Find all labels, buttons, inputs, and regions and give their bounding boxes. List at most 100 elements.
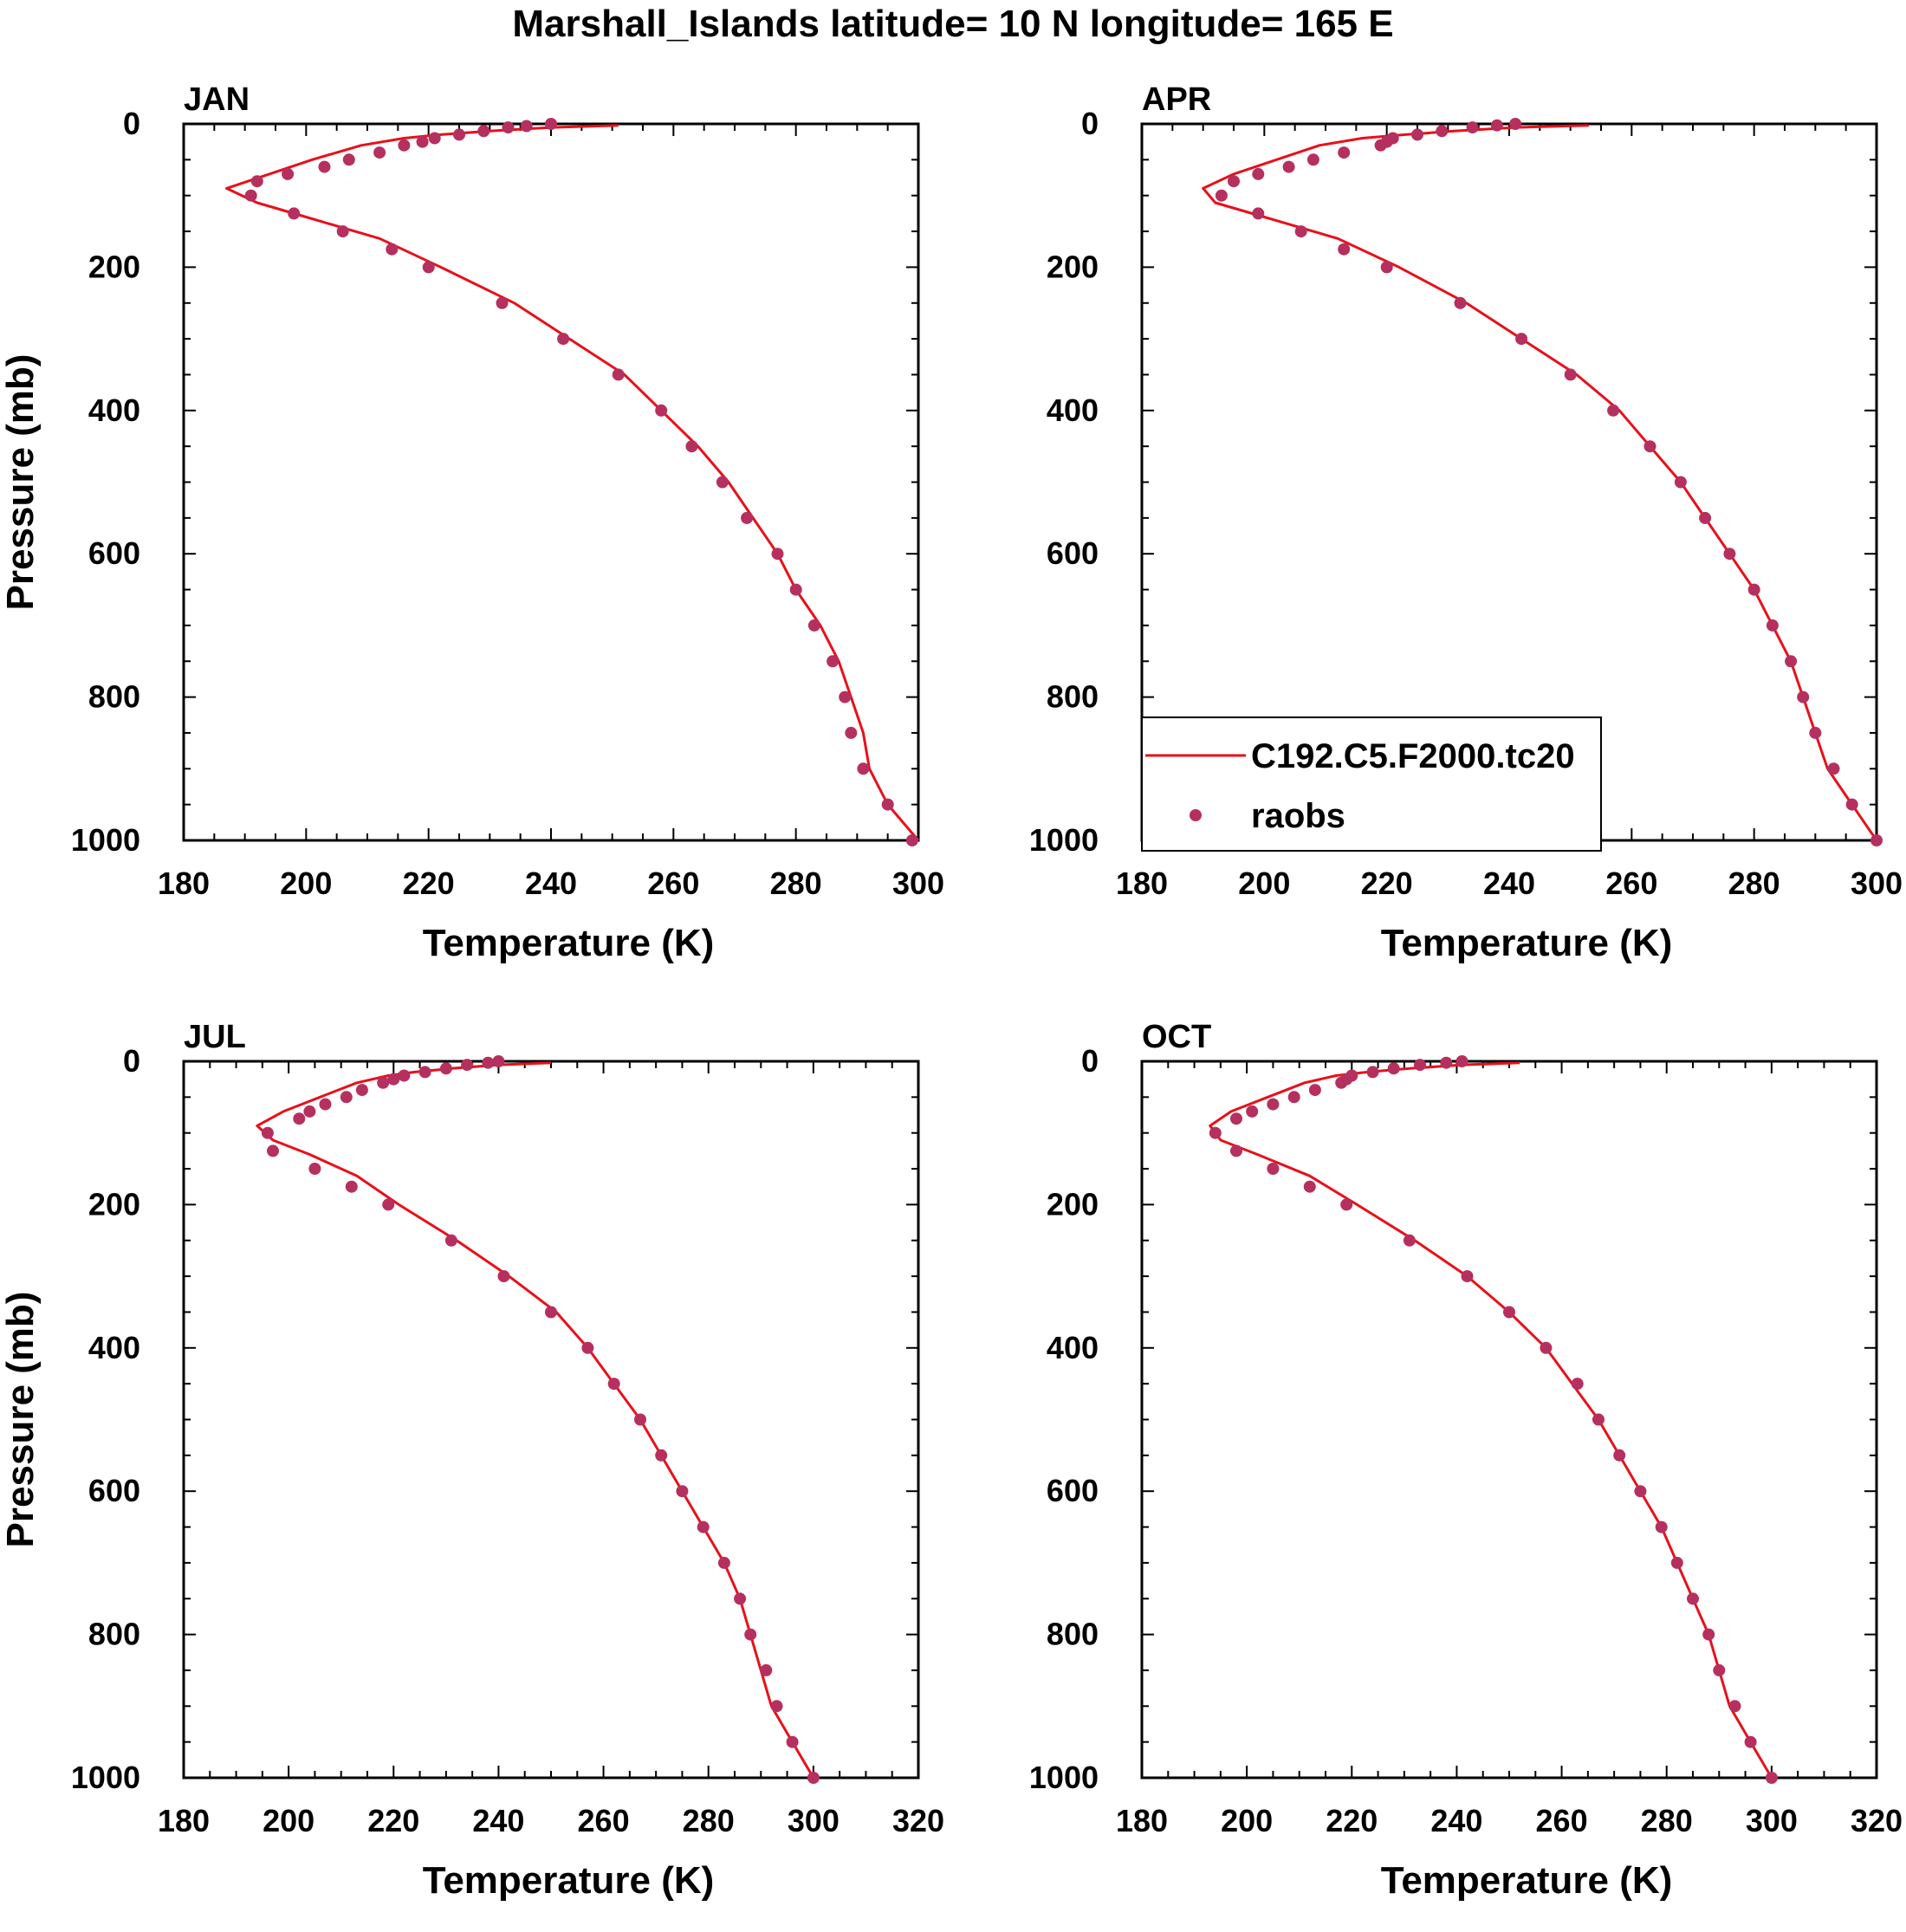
raobs-point [557, 333, 570, 346]
raobs-point [428, 132, 441, 145]
raobs-point [444, 1234, 457, 1247]
raobs-point [655, 1449, 668, 1462]
panel-jul: 180 200 220 240 260 280 300 320 0 200 400 600 800 100… [0, 1019, 944, 1902]
y-tick-label: 0 [1081, 1043, 1099, 1079]
x-tick-label: 280 [770, 866, 822, 901]
raobs-point [261, 1126, 274, 1139]
raobs-point [545, 118, 557, 130]
raobs-point [839, 690, 852, 703]
panel-oct: 180 200 220 240 260 280 300 320 0 200 400 600 800 100… [1029, 1019, 1903, 1902]
raobs-point [1267, 1163, 1280, 1175]
raobs-point [857, 762, 870, 775]
x-tick-label: 280 [1728, 866, 1780, 901]
y-tick-label: 1000 [71, 1760, 140, 1795]
legend-model-label: C192.C5.F2000.tc20 [1251, 737, 1575, 775]
raobs-point [1747, 583, 1760, 596]
raobs-point [807, 1772, 820, 1784]
raobs-point [1766, 619, 1779, 632]
raobs-point [1461, 1270, 1474, 1283]
y-tick-label: 200 [88, 1186, 140, 1222]
raobs-point [1728, 1700, 1741, 1713]
raobs-point [1827, 762, 1840, 775]
raobs-point [453, 128, 465, 141]
raobs-point [1674, 476, 1687, 489]
raobs-point [382, 1198, 395, 1211]
raobs-point [282, 167, 295, 180]
raobs-point [1744, 1735, 1757, 1748]
y-tick-label: 0 [123, 1043, 140, 1079]
raobs-point [1503, 1306, 1515, 1319]
raobs-point [845, 726, 858, 739]
raobs-point [1490, 119, 1503, 132]
raobs-point [1785, 655, 1798, 668]
raobs-point [697, 1520, 710, 1533]
raobs-point [1564, 368, 1577, 381]
x-tick-label: 220 [1326, 1803, 1378, 1838]
raobs-point [418, 1066, 431, 1079]
raobs-point [827, 655, 840, 668]
raobs-point [581, 1341, 594, 1354]
raobs-point [1723, 548, 1736, 561]
raobs-point [318, 160, 331, 173]
raobs-point [422, 261, 435, 274]
raobs-point [1607, 404, 1620, 417]
raobs-point [1338, 243, 1351, 256]
y-tick-label: 800 [1047, 679, 1099, 715]
raobs-point [771, 548, 784, 561]
raobs-point [387, 1073, 400, 1086]
y-tick-label: 0 [1081, 106, 1099, 141]
x-axis-label: Temperature (K) [1381, 1859, 1673, 1902]
raobs-point [545, 1306, 557, 1319]
y-tick-label: 800 [88, 679, 140, 715]
raobs-point [1215, 189, 1228, 202]
legend-obs-label: raobs [1251, 797, 1345, 835]
raobs-point [1306, 153, 1319, 166]
raobs-point [1366, 1066, 1379, 1079]
raobs-point [355, 1084, 368, 1097]
y-tick-label: 0 [123, 106, 140, 141]
raobs-point [1540, 1341, 1553, 1354]
x-tick-label: 260 [647, 866, 699, 901]
raobs-point [1845, 798, 1858, 811]
raobs-point [1809, 726, 1822, 739]
panel-label: APR [1142, 81, 1211, 118]
y-tick-label: 1000 [1029, 822, 1099, 858]
raobs-point [288, 207, 301, 220]
x-tick-label: 320 [892, 1803, 944, 1838]
figure-title: Marshall_Islands latitude= 10 N longitud… [512, 3, 1393, 45]
panel-jan: 180 200 220 240 260 280 300 0 200 400 600 800 1000 Te… [0, 81, 944, 964]
x-tick-label: 200 [1238, 866, 1290, 901]
raobs-point [303, 1105, 316, 1118]
y-axis-label: Pressure (mb) [0, 1292, 42, 1548]
y-tick-label: 400 [88, 392, 140, 428]
raobs-point [905, 834, 918, 846]
x-tick-label: 220 [1361, 866, 1413, 901]
x-tick-label: 240 [1483, 866, 1535, 901]
raobs-point [685, 440, 698, 453]
raobs-point [634, 1413, 646, 1426]
y-tick-label: 400 [88, 1330, 140, 1365]
y-tick-label: 600 [88, 1473, 140, 1508]
raobs-point [881, 798, 894, 811]
plot-frame [182, 1060, 920, 1780]
raobs-point [308, 1163, 321, 1175]
raobs-point [1643, 440, 1656, 453]
y-tick-label: 600 [1047, 535, 1099, 571]
raobs-point [734, 1592, 747, 1605]
raobs-point [717, 1556, 730, 1569]
raobs-point [716, 476, 729, 489]
x-tick-label: 300 [892, 866, 944, 901]
y-tick-label: 1000 [71, 822, 140, 858]
raobs-point [1870, 834, 1883, 846]
raobs-point [267, 1144, 279, 1157]
raobs-point [786, 1735, 799, 1748]
raobs-point [340, 1091, 353, 1104]
raobs-point [1252, 207, 1265, 220]
raobs-point [520, 120, 533, 133]
raobs-point [1252, 167, 1265, 180]
raobs-point [250, 175, 263, 188]
raobs-point [1414, 1059, 1426, 1072]
x-axis-label: Temperature (K) [1381, 922, 1673, 964]
x-tick-label: 320 [1851, 1803, 1903, 1838]
raobs-point [1687, 1592, 1699, 1605]
